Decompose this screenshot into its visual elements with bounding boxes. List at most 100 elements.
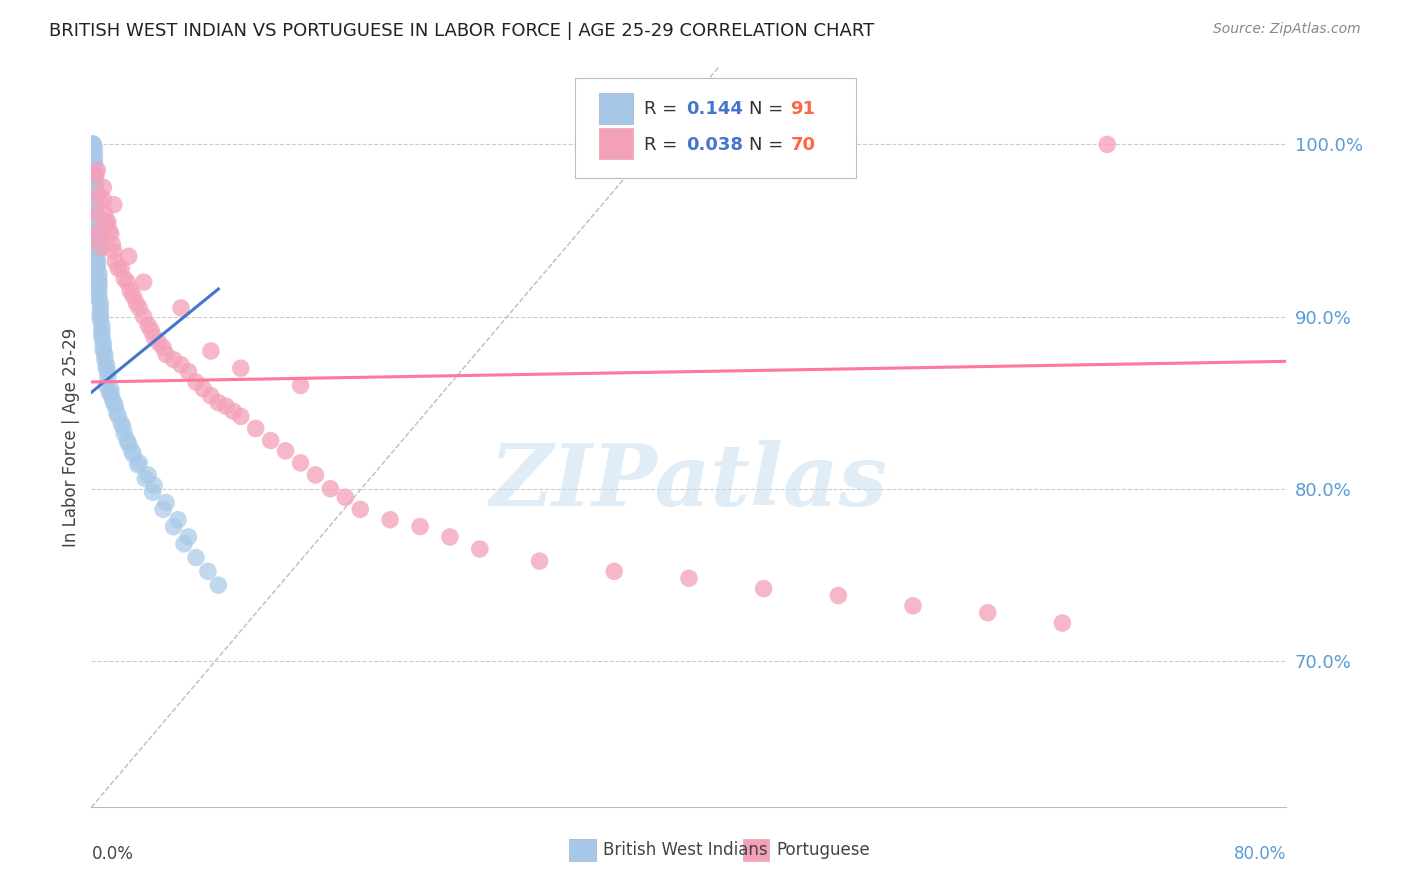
Point bbox=[603, 565, 626, 579]
Point bbox=[200, 343, 222, 358]
Point bbox=[110, 417, 132, 431]
Point bbox=[128, 301, 150, 315]
Point bbox=[1097, 137, 1119, 152]
Point bbox=[143, 478, 166, 492]
Point bbox=[162, 352, 184, 367]
Point bbox=[93, 335, 115, 350]
Point bbox=[155, 495, 177, 509]
Text: 0.038: 0.038 bbox=[686, 136, 744, 153]
Point bbox=[97, 365, 120, 379]
Point bbox=[162, 519, 184, 533]
Point bbox=[134, 471, 156, 485]
Point bbox=[132, 275, 155, 289]
Point bbox=[207, 578, 229, 592]
Point bbox=[89, 295, 111, 310]
Point bbox=[184, 550, 207, 565]
Point bbox=[84, 186, 107, 200]
Point bbox=[87, 293, 110, 307]
Point bbox=[245, 421, 267, 435]
Point bbox=[128, 456, 150, 470]
Point bbox=[86, 254, 108, 268]
Point bbox=[177, 530, 200, 544]
Point bbox=[82, 137, 104, 152]
Point bbox=[83, 169, 105, 183]
Point bbox=[84, 206, 107, 220]
Point bbox=[197, 565, 219, 579]
Point bbox=[84, 220, 107, 235]
Point bbox=[155, 347, 177, 361]
Point bbox=[107, 409, 129, 424]
Point bbox=[87, 278, 110, 293]
Point bbox=[439, 530, 461, 544]
Point bbox=[290, 456, 312, 470]
Point bbox=[107, 261, 129, 276]
Point bbox=[118, 249, 141, 263]
Point bbox=[132, 310, 155, 324]
Text: R =: R = bbox=[644, 136, 682, 153]
Point bbox=[86, 241, 108, 255]
Text: 0.144: 0.144 bbox=[686, 100, 744, 118]
Point bbox=[678, 571, 700, 585]
Text: Portuguese: Portuguese bbox=[776, 841, 870, 859]
Point bbox=[83, 232, 105, 246]
Point bbox=[96, 378, 118, 392]
Point bbox=[83, 146, 105, 161]
Point bbox=[222, 404, 245, 418]
Point bbox=[170, 358, 193, 372]
Point bbox=[103, 395, 125, 409]
Point bbox=[84, 197, 107, 211]
Point bbox=[89, 310, 111, 324]
Point bbox=[87, 189, 110, 203]
Point bbox=[90, 323, 112, 337]
Point bbox=[93, 180, 115, 194]
Point bbox=[84, 206, 107, 220]
Text: Source: ZipAtlas.com: Source: ZipAtlas.com bbox=[1213, 22, 1361, 37]
Text: N =: N = bbox=[748, 100, 789, 118]
Point bbox=[84, 210, 107, 224]
Point bbox=[89, 301, 111, 315]
Point bbox=[84, 169, 107, 183]
Point bbox=[94, 347, 117, 361]
Point bbox=[170, 301, 193, 315]
Point bbox=[529, 554, 551, 568]
Point bbox=[87, 275, 110, 289]
Point bbox=[349, 502, 371, 516]
Point bbox=[152, 502, 174, 516]
Point bbox=[86, 232, 108, 246]
Point bbox=[104, 399, 127, 413]
Point bbox=[112, 426, 135, 441]
Point bbox=[976, 606, 998, 620]
Point bbox=[83, 171, 105, 186]
Point bbox=[83, 158, 105, 172]
Point bbox=[304, 467, 326, 482]
Point bbox=[83, 151, 105, 165]
Point bbox=[215, 399, 238, 413]
Point bbox=[94, 352, 117, 367]
Point bbox=[136, 318, 159, 333]
Point bbox=[93, 341, 115, 355]
Point bbox=[100, 387, 122, 401]
Point bbox=[115, 434, 138, 448]
Text: 80.0%: 80.0% bbox=[1234, 845, 1286, 863]
FancyBboxPatch shape bbox=[575, 78, 856, 178]
Point bbox=[121, 443, 143, 458]
Point bbox=[86, 163, 108, 178]
Point bbox=[142, 485, 165, 500]
Point bbox=[84, 175, 107, 189]
Point bbox=[86, 244, 108, 259]
Point bbox=[93, 193, 115, 207]
Point bbox=[110, 261, 132, 276]
Point bbox=[82, 137, 104, 152]
Point bbox=[86, 261, 108, 276]
Y-axis label: In Labor Force | Age 25-29: In Labor Force | Age 25-29 bbox=[62, 327, 80, 547]
Point bbox=[184, 375, 207, 389]
Bar bbox=[599, 128, 633, 160]
Point bbox=[96, 358, 118, 372]
Point bbox=[409, 519, 432, 533]
Point bbox=[82, 137, 104, 152]
Point bbox=[93, 343, 115, 358]
Point bbox=[290, 378, 312, 392]
Point bbox=[103, 244, 125, 259]
Point bbox=[101, 237, 124, 252]
Point bbox=[827, 589, 849, 603]
